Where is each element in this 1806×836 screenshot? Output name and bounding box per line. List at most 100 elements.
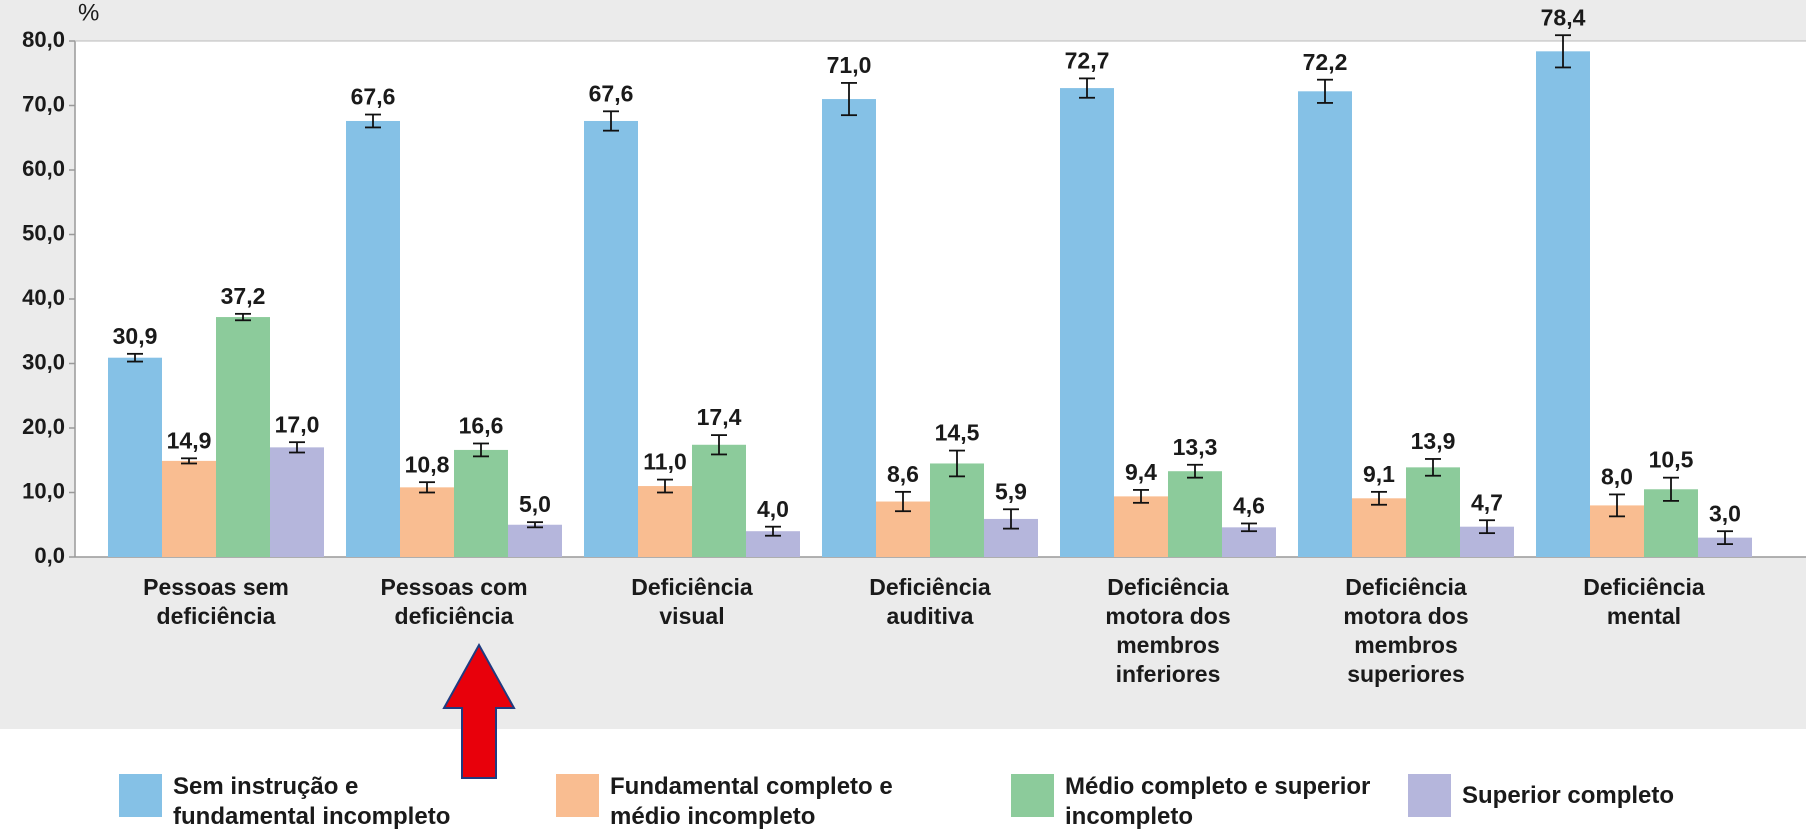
y-tick-label: 80,0 xyxy=(22,27,65,52)
bar xyxy=(930,463,984,557)
data-label: 9,1 xyxy=(1363,461,1395,487)
error-bar xyxy=(181,457,197,465)
legend-label: Fundamental completo e médio incompleto xyxy=(610,773,893,830)
x-tick-label: Deficiência motora dos membros inferiore… xyxy=(1105,574,1231,687)
data-label: 14,9 xyxy=(167,427,212,453)
y-tick-label: 40,0 xyxy=(22,285,65,310)
legend-swatch xyxy=(1408,774,1451,817)
error-bar xyxy=(1079,77,1095,99)
y-tick-label: 30,0 xyxy=(22,349,65,374)
y-tick-label: 60,0 xyxy=(22,156,65,181)
data-label: 4,6 xyxy=(1233,493,1265,519)
error-bar xyxy=(949,449,965,478)
data-label: 10,5 xyxy=(1649,447,1694,473)
bar xyxy=(692,444,746,557)
error-bar xyxy=(765,525,781,537)
error-bar xyxy=(711,434,727,456)
data-label: 17,0 xyxy=(275,411,320,437)
bar xyxy=(1352,498,1406,557)
error-bar xyxy=(1241,522,1257,533)
error-bar xyxy=(1187,463,1203,479)
bar xyxy=(1114,496,1168,557)
error-bar xyxy=(1479,519,1495,535)
bar xyxy=(270,447,324,557)
error-bar xyxy=(419,481,435,494)
data-label: 71,0 xyxy=(827,52,872,78)
legend-label: Sem instrução e fundamental incompleto xyxy=(173,773,451,830)
bar xyxy=(454,449,508,557)
data-label: 16,6 xyxy=(459,413,504,439)
y-axis-label: % xyxy=(78,0,99,26)
data-label: 8,0 xyxy=(1601,464,1633,490)
y-tick-label: 0,0 xyxy=(34,543,65,568)
error-bar xyxy=(527,521,543,529)
y-tick-label: 10,0 xyxy=(22,478,65,503)
error-bar xyxy=(1371,490,1387,506)
bar xyxy=(216,317,270,557)
error-bar xyxy=(657,478,673,494)
x-tick-label: Deficiência motora dos membros superiore… xyxy=(1343,574,1469,687)
legend-label: Superior completo xyxy=(1462,782,1675,809)
error-bar xyxy=(289,441,305,454)
x-tick-label: Pessoas com deficiência xyxy=(380,574,528,629)
data-label: 3,0 xyxy=(1709,500,1741,526)
bar xyxy=(584,120,638,557)
data-label: 13,9 xyxy=(1411,428,1456,454)
data-label: 72,7 xyxy=(1065,47,1110,73)
data-label: 5,0 xyxy=(519,491,551,517)
error-bar xyxy=(127,352,143,363)
bar xyxy=(822,99,876,558)
data-label: 5,9 xyxy=(995,478,1027,504)
data-label: 13,3 xyxy=(1173,434,1218,460)
bar xyxy=(1536,51,1590,557)
error-bar xyxy=(1663,476,1679,502)
error-bar xyxy=(1317,78,1333,104)
bar xyxy=(508,524,562,557)
legend-swatch xyxy=(556,774,599,817)
data-label: 78,4 xyxy=(1541,4,1586,30)
error-bar xyxy=(1717,530,1733,545)
y-tick-label: 70,0 xyxy=(22,91,65,116)
x-tick-label: Deficiência visual xyxy=(631,574,753,629)
error-bar xyxy=(473,442,489,458)
data-label: 37,2 xyxy=(221,283,266,309)
x-tick-label: Deficiência mental xyxy=(1583,574,1705,629)
bar xyxy=(638,486,692,557)
data-label: 4,0 xyxy=(757,496,789,522)
bar xyxy=(346,120,400,557)
x-tick-label: Pessoas sem deficiência xyxy=(143,574,289,629)
bar xyxy=(1698,537,1752,557)
bar xyxy=(1406,467,1460,557)
error-bar xyxy=(1133,489,1149,504)
data-label: 8,6 xyxy=(887,461,919,487)
legend-swatch xyxy=(119,774,162,817)
bar xyxy=(1060,88,1114,558)
data-label: 4,7 xyxy=(1471,489,1503,515)
error-bar xyxy=(1555,34,1571,69)
bar xyxy=(400,487,454,557)
bar xyxy=(1168,471,1222,557)
bar xyxy=(162,460,216,557)
data-label: 72,2 xyxy=(1303,49,1348,75)
legend-swatch xyxy=(1011,774,1054,817)
error-bar xyxy=(365,113,381,129)
error-bar xyxy=(895,490,911,513)
bar xyxy=(108,357,162,557)
error-bar xyxy=(1609,493,1625,518)
y-tick-label: 20,0 xyxy=(22,414,65,439)
data-label: 9,4 xyxy=(1125,459,1157,485)
red-arrow xyxy=(442,642,516,779)
data-label: 30,9 xyxy=(113,323,158,349)
error-bar xyxy=(1425,458,1441,477)
data-label: 14,5 xyxy=(935,420,980,446)
data-label: 67,6 xyxy=(351,84,396,110)
x-tick-label: Deficiência auditiva xyxy=(869,574,991,629)
y-tick-label: 50,0 xyxy=(22,220,65,245)
arrow xyxy=(442,642,516,779)
error-bar xyxy=(235,312,251,322)
data-label: 11,0 xyxy=(643,449,687,475)
error-bar xyxy=(1003,508,1019,530)
bar xyxy=(1222,527,1276,557)
data-label: 17,4 xyxy=(697,404,742,430)
